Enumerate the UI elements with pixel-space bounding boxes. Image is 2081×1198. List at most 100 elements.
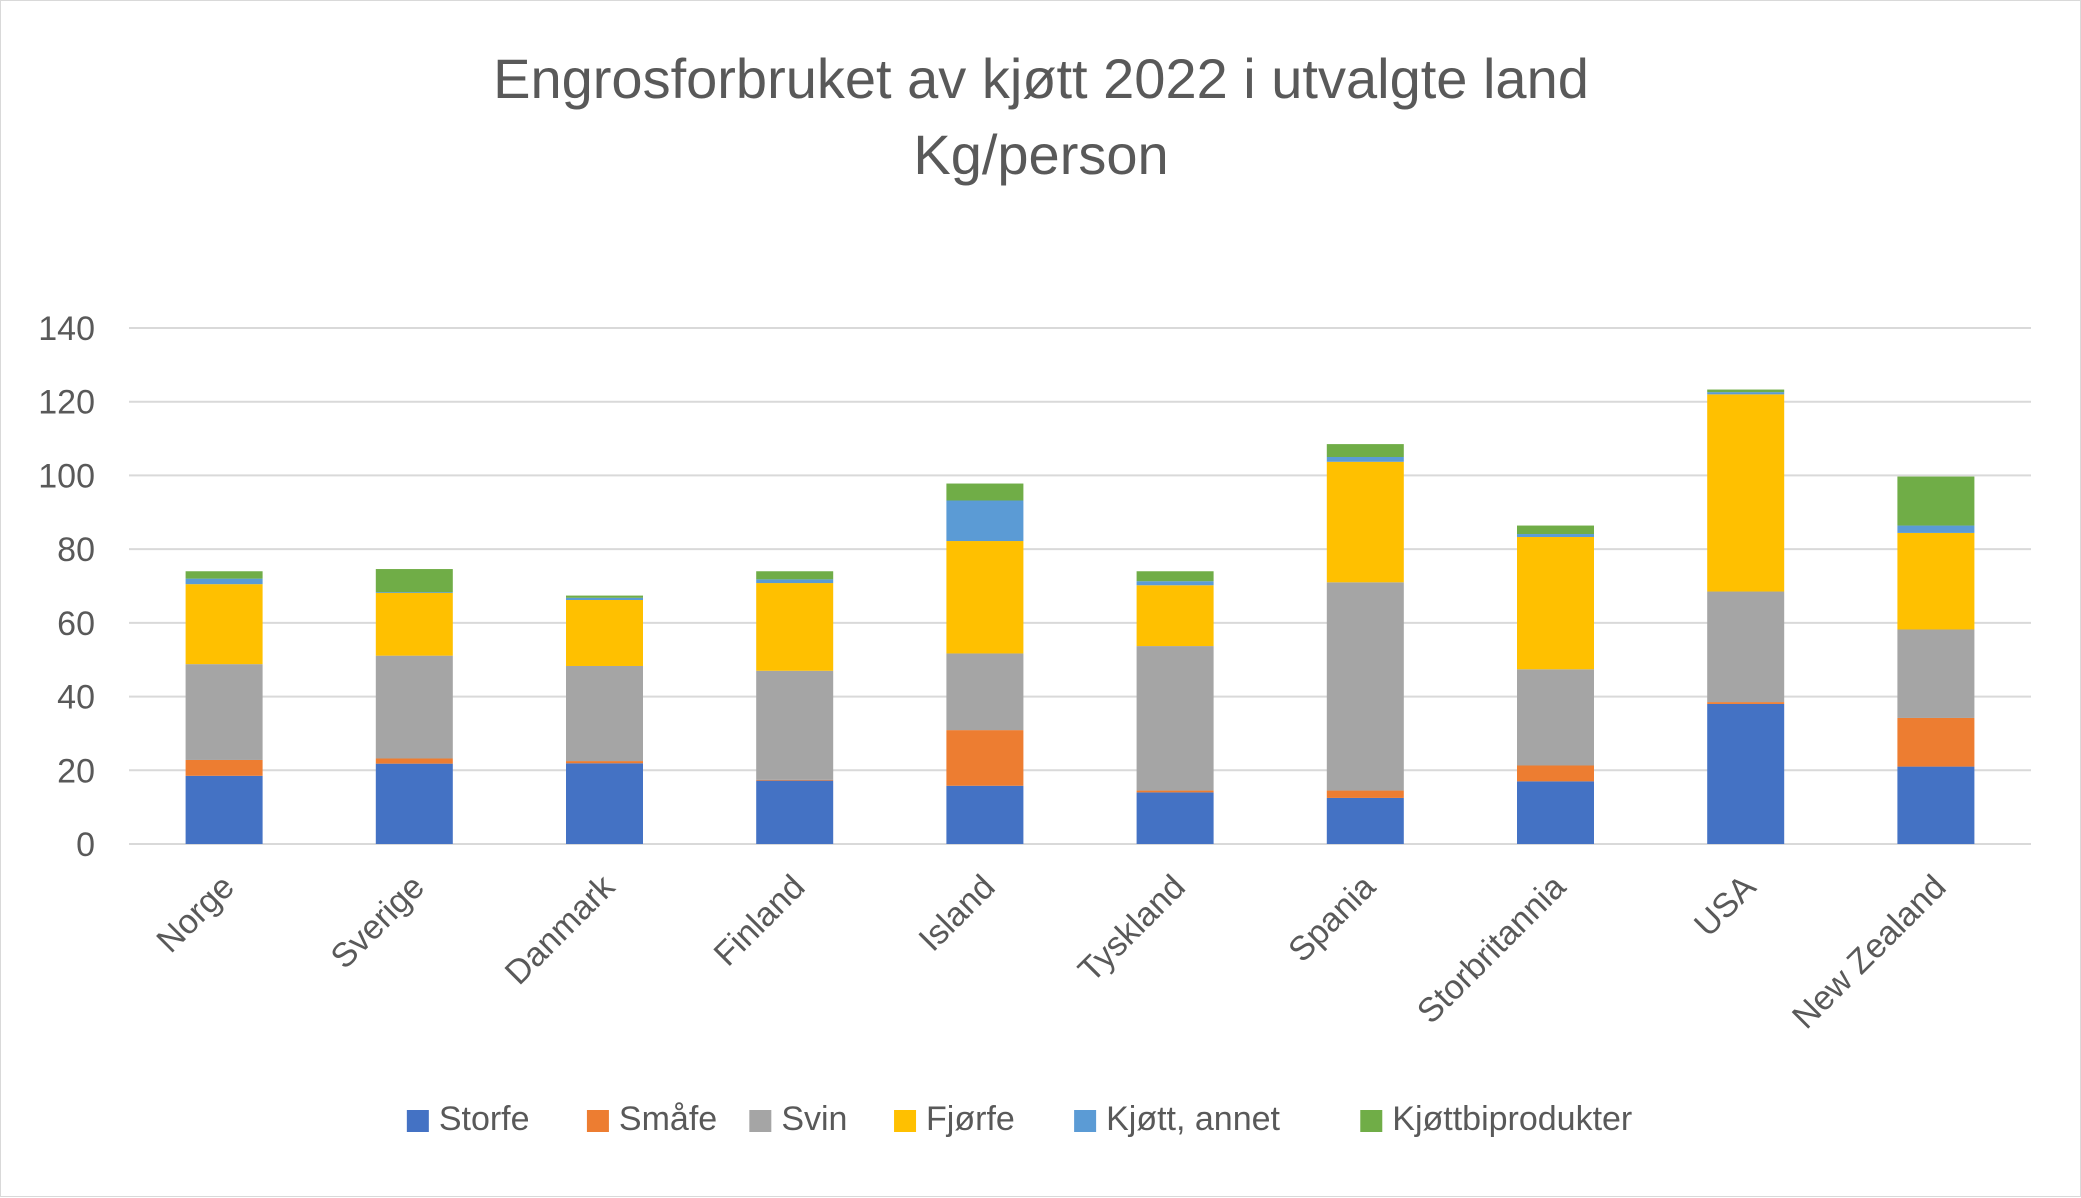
y-tick-label: 100 [38,457,95,495]
bar-segment [566,761,643,764]
bar-segment [1517,536,1594,670]
x-axis-ticks: Norge Sverige Danmark Finland Island Tyskland… [149,867,1953,1036]
bar-segment [566,595,643,598]
bar-segment [375,569,453,593]
bar-segment [1897,766,1975,844]
bar-segment [375,758,453,764]
bar-segment [1517,781,1594,844]
bar-segment [756,670,834,780]
x-tick-label: Norge [149,868,241,960]
legend-swatch [1360,1110,1383,1132]
bar-segment [1707,389,1785,393]
y-tick-label: 0 [76,826,95,864]
y-tick-label: 60 [57,605,95,643]
x-tick-label: Danmark [498,867,623,992]
legend-item: Kjøtt, annet [1074,1100,1281,1138]
legend-item: Kjøttbiprodukter [1360,1100,1632,1138]
y-tick-label: 40 [57,679,95,717]
x-tick-label: Sverige [324,868,432,976]
legend-label: Småfe [619,1100,717,1138]
bars [185,389,1975,844]
bar-segment [1326,457,1404,462]
bar-segment [1136,792,1214,844]
bar-segment [1897,717,1975,767]
bar-segment [185,664,263,760]
y-tick-label: 120 [38,384,95,422]
bar-segment [1707,392,1785,395]
legend-swatch [749,1110,772,1132]
legend-label: Storfe [439,1100,530,1138]
y-axis-ticks: 0 20 40 60 80 100 120 140 [38,310,95,864]
bar-segment [756,780,834,844]
chart-title: Engrosforbruket av kjøtt 2022 i utvalgte… [493,47,1589,110]
bar-segment [1326,797,1404,844]
legend-label: Kjøtt, annet [1106,1100,1280,1138]
x-tick-label: Island [912,868,1003,959]
bar-segment [1517,669,1594,766]
bar-segment [566,600,643,666]
bar-segment [1326,444,1404,457]
bar-segment [1136,646,1214,791]
x-tick-label: Spania [1281,868,1383,970]
bar-segment [566,763,643,844]
x-tick-label: New Zealand [1785,868,1954,1037]
bar-segment [756,583,834,671]
bar-segment [946,730,1024,786]
bar-segment [1897,532,1975,630]
bar-segment [1897,476,1975,526]
bar-segment [375,763,453,844]
legend-label: Svin [781,1100,847,1138]
chart-subtitle: Kg/person [913,123,1168,186]
bar-segment [1136,585,1214,647]
bar-segment [1136,790,1214,793]
bar-segment [1136,581,1214,586]
bar-segment [375,655,453,759]
bar-segment [1326,790,1404,798]
bar-segment [756,579,834,584]
bar-segment [375,593,453,656]
legend-item: Småfe [586,1100,717,1138]
bar-segment [946,785,1024,844]
bar-segment [185,759,263,776]
bar-segment [756,779,834,781]
bar-segment [756,571,834,580]
bar-segment [946,541,1024,654]
bar-segment [1707,591,1785,703]
legend: Storfe Småfe Svin Fjørfe Kjøtt, annet Kjøttbi… [406,1100,1632,1138]
bar-segment [1897,525,1975,533]
x-tick-label: Finland [707,868,813,974]
legend-label: Fjørfe [926,1100,1015,1138]
bar-segment [946,500,1024,542]
y-tick-label: 80 [57,531,95,569]
bar-segment [946,483,1024,501]
y-tick-label: 20 [57,752,95,790]
legend-item: Storfe [406,1100,530,1138]
bar-segment [185,584,263,665]
bar-segment [1517,525,1594,535]
legend-swatch [406,1110,429,1132]
bar-segment [1707,703,1785,844]
x-tick-label: Tyskland [1071,868,1193,990]
bar-segment [1326,461,1404,583]
bar-segment [1136,571,1214,582]
bar-segment [946,653,1024,731]
legend-swatch [894,1110,917,1132]
bar-segment [375,592,453,594]
y-tick-label: 140 [38,310,95,348]
bar-segment [185,775,263,844]
bar-segment [566,597,643,601]
x-tick-label: Storbritannia [1410,868,1573,1031]
legend-swatch [1074,1110,1097,1132]
legend-item: Fjørfe [894,1100,1015,1138]
legend-label: Kjøttbiprodukter [1392,1100,1632,1138]
bar-segment [1707,702,1785,704]
bar-segment [1517,765,1594,782]
bar-segment [1707,394,1785,592]
bar-segment [185,578,263,585]
bar-segment [1897,629,1975,718]
bar-segment [185,571,263,579]
legend-item: Svin [749,1100,847,1138]
bar-segment [566,665,643,762]
